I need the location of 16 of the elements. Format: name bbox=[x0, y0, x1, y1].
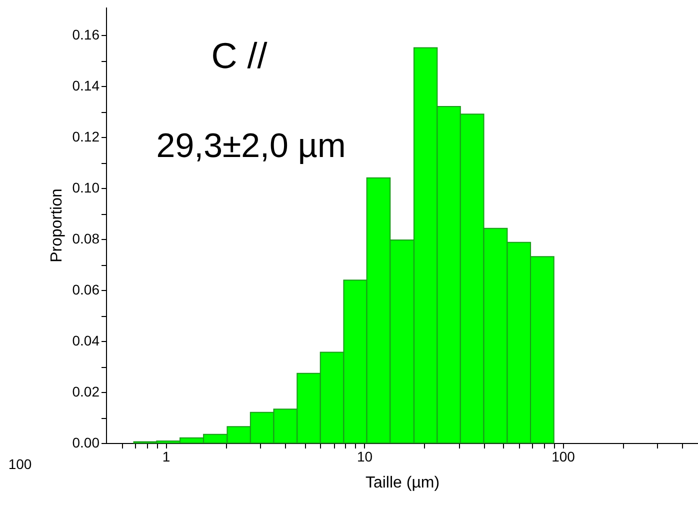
x-axis-title: Taille (µm) bbox=[365, 474, 440, 492]
annotation: 29,3±2,0 µm bbox=[156, 127, 346, 165]
y-tick-label: 0.14 bbox=[72, 78, 100, 94]
y-tick-label: 0.12 bbox=[72, 128, 100, 145]
y-tick-label: 0.10 bbox=[72, 180, 100, 196]
x-tick-label: 1 bbox=[162, 448, 170, 464]
y-tick-label: 0.16 bbox=[72, 26, 100, 43]
y-tick-label: 0.00 bbox=[72, 434, 100, 450]
y-axis-title: Proportion bbox=[48, 188, 66, 262]
x-tick-label: 100 bbox=[552, 448, 576, 464]
y-tick-label: 0.06 bbox=[72, 282, 100, 298]
y-tick-label: 0.02 bbox=[72, 384, 100, 400]
y-tick-label: 0.04 bbox=[72, 332, 100, 349]
y-tick-label: 0.08 bbox=[72, 230, 100, 247]
annotation: C // bbox=[211, 35, 268, 76]
x-tick-label: 10 bbox=[356, 448, 373, 464]
